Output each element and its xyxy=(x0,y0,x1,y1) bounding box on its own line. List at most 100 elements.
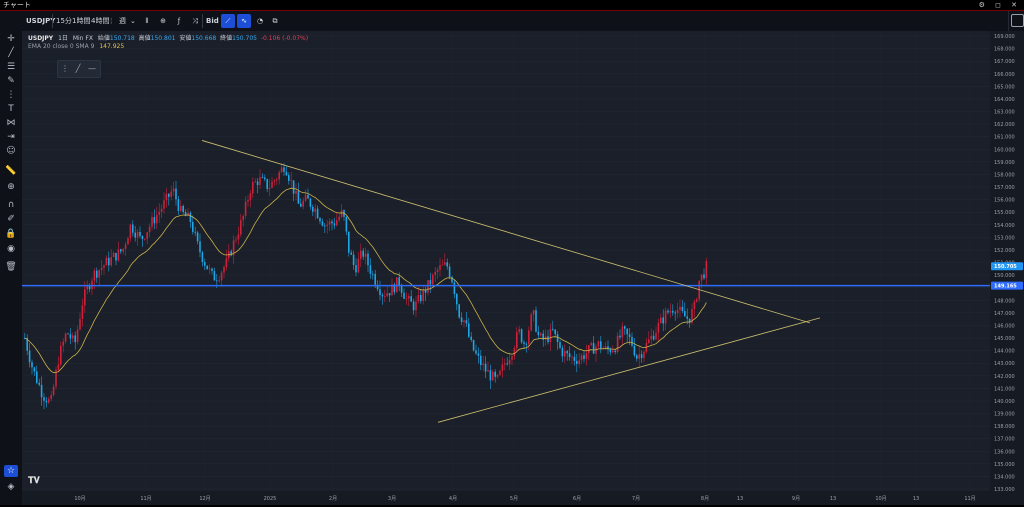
candle-body xyxy=(204,262,206,266)
copy-icon[interactable]: ⧉ xyxy=(272,17,278,25)
line-chart-icon[interactable]: ⟋ xyxy=(221,14,235,28)
legend-high-label: 高値 xyxy=(138,35,151,42)
eye-icon[interactable]: ◉ xyxy=(7,244,15,254)
candle-body xyxy=(420,294,422,302)
candle-body xyxy=(86,286,88,290)
compare-icon[interactable]: ⤨ xyxy=(192,17,198,25)
candle-body xyxy=(67,333,69,335)
candle-body xyxy=(472,339,475,351)
candle-body xyxy=(458,304,460,318)
legend-change: -0.106 xyxy=(260,35,281,42)
favorites-icon[interactable]: ☆ xyxy=(4,465,18,477)
trendline-tool-icon[interactable]: ╱ xyxy=(8,48,14,58)
candle-body xyxy=(542,333,544,340)
candle-body xyxy=(451,277,453,283)
candle-body xyxy=(180,205,182,212)
lock-draw-icon[interactable]: ✐ xyxy=(7,214,15,224)
chevron-down-icon[interactable]: ⌄ xyxy=(130,17,136,25)
candle-body xyxy=(141,235,144,240)
candle-body xyxy=(674,312,676,314)
trash-icon[interactable]: 🗑 xyxy=(5,262,17,272)
candle-body xyxy=(352,254,355,266)
candle-body xyxy=(244,201,247,216)
candle-body xyxy=(278,172,280,180)
horizontal-lines-icon[interactable]: ☰ xyxy=(6,62,16,72)
candle-body xyxy=(201,252,204,263)
candle-body xyxy=(213,271,216,281)
layers-icon[interactable]: ◈ xyxy=(7,482,15,492)
candle-body xyxy=(170,191,172,197)
price-tick-label: 154.000 xyxy=(994,223,1015,229)
candle-body xyxy=(530,314,532,331)
minus-icon[interactable]: — xyxy=(88,64,96,73)
price-tick-label: 163.000 xyxy=(994,110,1015,116)
brush-tool-icon[interactable]: ✎ xyxy=(7,76,15,86)
timeframe-1h-button[interactable]: 1時間 xyxy=(72,17,91,25)
candle-body xyxy=(652,335,655,340)
price-tick-label: 153.000 xyxy=(994,235,1015,241)
lock-icon[interactable]: 🔒 xyxy=(5,229,17,239)
emoji-icon[interactable]: ☺ xyxy=(6,146,16,156)
candle-body xyxy=(249,193,252,201)
measure-tool-icon[interactable]: ⇥ xyxy=(7,132,15,142)
candle-body xyxy=(292,180,295,194)
price-chart[interactable]: 169.000 168.000 167.000 166.000 165.000 164.0… xyxy=(22,31,1024,505)
text-tool-icon[interactable]: T xyxy=(8,104,14,114)
time-tick-label: 2月 xyxy=(329,496,337,502)
channel-tool-icon[interactable]: ⋮ xyxy=(6,90,16,100)
candle-body xyxy=(367,253,369,266)
magnet-icon[interactable]: ∩ xyxy=(7,200,15,210)
drag-handle-icon[interactable]: ⋮ xyxy=(61,64,69,73)
candle-body xyxy=(160,208,163,212)
grid xyxy=(22,31,990,491)
pattern-tool-icon[interactable]: ⋈ xyxy=(6,118,16,128)
candle-body xyxy=(518,329,520,333)
candle-body xyxy=(441,264,444,266)
candle-body xyxy=(552,328,554,330)
candle-body xyxy=(129,224,132,239)
zoom-in-icon[interactable]: ⊕ xyxy=(7,182,15,192)
candle-body xyxy=(196,232,199,242)
candle-style-icon[interactable]: ⫴ xyxy=(145,17,149,25)
window-controls[interactable]: ⚙ ◻ ✕ xyxy=(978,1,1021,9)
candle-body xyxy=(268,187,271,190)
crosshair-icon[interactable]: ✛ xyxy=(7,34,15,44)
alert-icon[interactable]: ◔ xyxy=(256,17,264,25)
timeframe-day-button[interactable]: ¦ xyxy=(110,17,113,25)
add-indicator-icon[interactable]: ⊕ xyxy=(160,17,166,25)
candle-body xyxy=(108,257,110,266)
candle-body xyxy=(218,280,220,282)
candle-body xyxy=(302,200,304,207)
legend-source: Min FX xyxy=(72,35,93,42)
candle-body xyxy=(604,346,607,348)
candle-body xyxy=(220,272,223,281)
timeframe-week-button[interactable]: 週 xyxy=(119,17,126,25)
indicator-icon[interactable]: ƒ xyxy=(177,17,181,25)
legend-open: 150.718 xyxy=(109,35,135,42)
candle-body xyxy=(151,217,153,227)
candle-body xyxy=(369,265,372,274)
candle-body xyxy=(98,270,100,278)
wave-chart-icon[interactable]: ∿ xyxy=(237,14,251,28)
candle-body xyxy=(206,265,208,270)
current-price-tag: 150.705 xyxy=(991,262,1023,271)
price-tick-label: 140.000 xyxy=(994,399,1015,405)
price-side-button[interactable]: Bid xyxy=(206,17,219,25)
chart-area[interactable]: 169.000 168.000 167.000 166.000 165.000 164.0… xyxy=(22,31,1024,505)
candle-body xyxy=(667,310,669,313)
time-tick-label: 2025 xyxy=(264,496,277,502)
candle-body xyxy=(523,342,525,344)
candle-body xyxy=(456,293,458,305)
candle-body xyxy=(376,284,379,290)
candle-body xyxy=(621,326,624,338)
candle-body xyxy=(172,188,175,192)
panel-layout-icon[interactable] xyxy=(1011,14,1024,27)
timeframe-4h-button[interactable]: 4時間 xyxy=(91,17,110,25)
symbol-selector[interactable]: USDJPY xyxy=(26,17,56,25)
candle-body xyxy=(208,268,211,270)
candle-body xyxy=(33,367,36,372)
candle-body xyxy=(120,249,122,252)
timeframe-15m-button[interactable]: 15分 xyxy=(56,17,72,25)
line-tool-icon[interactable]: ╱ xyxy=(75,64,81,73)
ruler-icon[interactable]: 📏 xyxy=(5,166,17,176)
